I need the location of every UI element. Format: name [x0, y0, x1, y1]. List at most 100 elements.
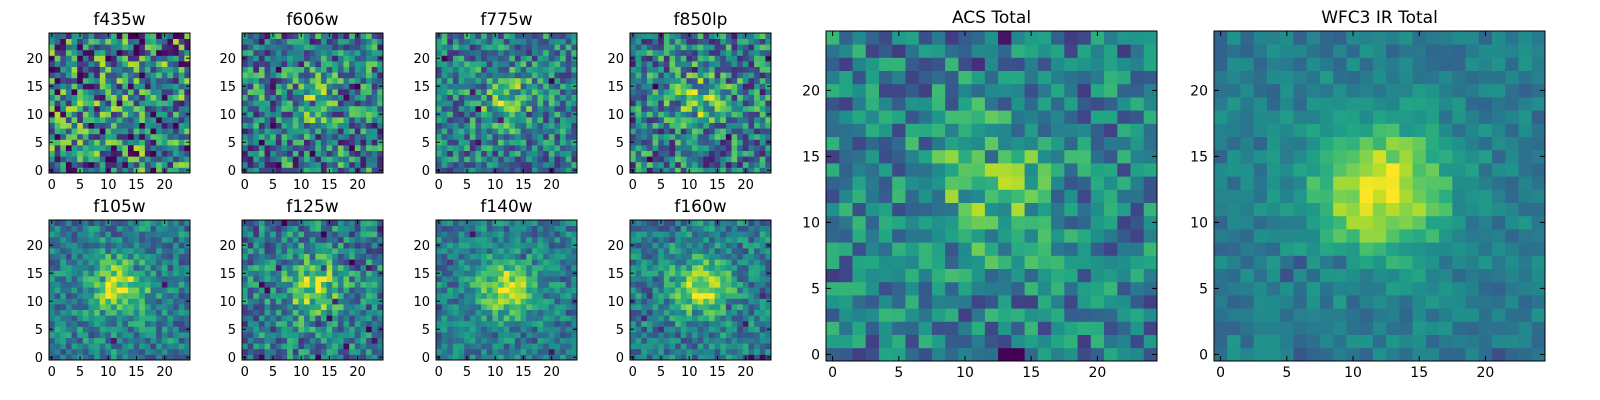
heatmap-cell	[292, 38, 299, 45]
heatmap-cell	[464, 161, 471, 168]
heatmap-cell	[65, 49, 72, 56]
heatmap-cell	[88, 128, 95, 135]
heatmap-cell	[708, 298, 715, 305]
heatmap-cell	[161, 259, 168, 266]
heatmap-cell	[520, 231, 527, 238]
heatmap-cell	[498, 145, 505, 151]
heatmap-cell	[708, 38, 715, 45]
heatmap-cell	[349, 83, 356, 90]
heatmap-cell	[475, 326, 482, 333]
heatmap-cell	[133, 320, 140, 327]
heatmap-cell	[309, 161, 316, 168]
heatmap-cell	[731, 343, 738, 350]
heatmap-cell	[765, 145, 772, 151]
heatmap-cell	[82, 94, 89, 101]
heatmap-cell	[441, 156, 448, 163]
heatmap-cell	[509, 348, 516, 355]
heatmap-cell	[708, 281, 715, 288]
heatmap-cell	[320, 270, 327, 277]
heatmap-cell	[122, 145, 129, 151]
heatmap-cell	[161, 156, 168, 163]
heatmap-cell	[127, 61, 134, 67]
heatmap-cell	[686, 161, 693, 168]
heatmap-cell	[509, 309, 516, 316]
heatmap-cell	[526, 236, 533, 243]
heatmap-cell	[270, 128, 277, 135]
heatmap-cell	[287, 156, 294, 163]
heatmap-cell	[748, 337, 755, 344]
heatmap-cell	[54, 253, 61, 260]
heatmap-cell	[509, 281, 516, 288]
x-tick-label: 10	[100, 178, 117, 193]
heatmap-cell	[150, 259, 157, 266]
heatmap-cell	[270, 72, 277, 79]
heatmap-cell	[554, 348, 561, 355]
heatmap-cell	[270, 122, 277, 129]
heatmap-cell	[360, 55, 367, 62]
heatmap-cell	[635, 128, 642, 135]
heatmap-cell	[554, 287, 561, 294]
heatmap-cell	[184, 281, 191, 288]
heatmap-cell	[309, 343, 316, 350]
heatmap-cell	[652, 161, 659, 168]
heatmap-cell	[309, 38, 316, 45]
heatmap-cell	[54, 55, 61, 62]
heatmap-cell	[264, 89, 271, 95]
heatmap-cell	[554, 117, 561, 123]
heatmap-cell	[253, 315, 260, 322]
heatmap-cell	[360, 348, 367, 355]
heatmap-cell	[635, 315, 642, 322]
heatmap-cell	[354, 315, 361, 322]
heatmap-cell	[292, 259, 299, 266]
heatmap-cell	[714, 343, 721, 350]
heatmap-cell	[686, 145, 693, 151]
heatmap-cell	[247, 231, 254, 238]
heatmap-cell	[658, 139, 665, 146]
heatmap-cell	[99, 332, 106, 338]
heatmap-cell	[675, 309, 682, 316]
heatmap-cell	[144, 220, 151, 226]
heatmap-cell	[537, 225, 544, 232]
heatmap-cell	[481, 139, 488, 146]
heatmap-cell	[554, 139, 561, 146]
heatmap-cell	[173, 61, 180, 67]
heatmap-cell	[658, 38, 665, 45]
heatmap-cell	[560, 150, 567, 157]
heatmap-cell	[731, 281, 738, 288]
heatmap-cell	[560, 248, 567, 254]
heatmap-cell	[287, 38, 294, 45]
heatmap-cell	[436, 105, 443, 112]
heatmap-cell	[116, 248, 123, 254]
heatmap-cell	[94, 242, 101, 249]
axes-frame	[435, 219, 578, 361]
heatmap-cell	[292, 248, 299, 254]
heatmap-cell	[464, 281, 471, 288]
heatmap-cell	[349, 348, 356, 355]
heatmap-cell	[697, 133, 704, 140]
heatmap-cell	[366, 236, 373, 243]
heatmap-cell	[560, 72, 567, 79]
heatmap-cell	[531, 44, 538, 51]
heatmap-cell	[270, 337, 277, 344]
heatmap-cell	[122, 77, 129, 84]
heatmap-cell	[315, 89, 322, 95]
heatmap-cell	[543, 276, 550, 282]
heatmap-cell	[111, 270, 118, 277]
heatmap-cell	[139, 242, 146, 249]
heatmap-cell	[571, 348, 578, 355]
heatmap-cell	[692, 354, 699, 361]
heatmap-cell	[765, 156, 772, 163]
heatmap-cell	[686, 111, 693, 118]
heatmap-cell	[669, 61, 676, 67]
heatmap-cell	[514, 287, 521, 294]
heatmap-cell	[309, 242, 316, 249]
heatmap-cell	[242, 44, 249, 51]
y-tick-label: 10	[607, 108, 624, 123]
heatmap-cell	[337, 242, 344, 249]
heatmap-cell	[509, 298, 516, 305]
heatmap-cell	[258, 89, 265, 95]
heatmap-cell	[88, 72, 95, 79]
heatmap-cell	[82, 139, 89, 146]
heatmap-cell	[481, 83, 488, 90]
heatmap-cell	[94, 264, 101, 271]
